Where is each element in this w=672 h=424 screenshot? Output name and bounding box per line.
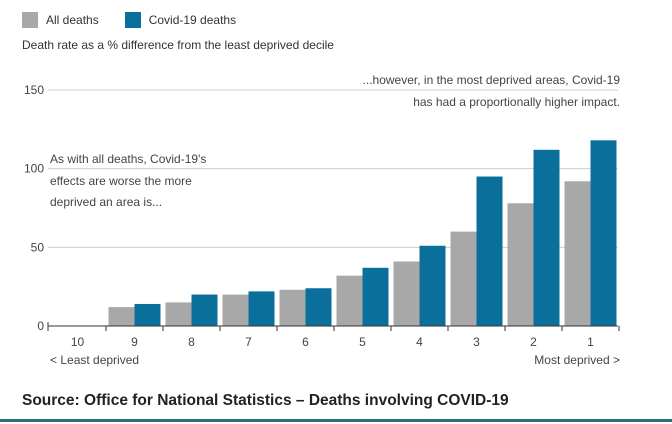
- x-tick-label: 4: [416, 335, 423, 349]
- covid-bar: [134, 303, 161, 326]
- covid-bar: [248, 291, 275, 326]
- annotation-right-line: ...however, in the most deprived areas, …: [363, 73, 621, 87]
- y-tick-label: 0: [37, 319, 44, 333]
- legend-item-all-deaths: All deaths: [22, 12, 99, 28]
- x-tick-label: 7: [245, 335, 252, 349]
- covid-swatch: [124, 12, 141, 28]
- x-tick-label: 6: [302, 335, 309, 349]
- x-tick-label: 2: [530, 335, 537, 349]
- all-deaths-bar: [450, 231, 477, 326]
- all-deaths-bar: [108, 307, 135, 326]
- all-deaths-bar: [165, 302, 192, 326]
- legend-item-covid: Covid-19 deaths: [124, 12, 237, 28]
- covid-bar: [476, 176, 503, 326]
- y-tick-label: 150: [24, 83, 44, 97]
- y-tick-label: 100: [24, 162, 44, 176]
- x-tick-label: 9: [131, 335, 138, 349]
- x-tick-label: 3: [473, 335, 480, 349]
- x-tick-label: 1: [587, 335, 594, 349]
- bottom-rule: [0, 419, 672, 422]
- bar-chart: 0 50 100 150 As with all deaths, Covid-19's e…: [24, 73, 621, 367]
- least-deprived-label: < Least deprived: [50, 353, 139, 367]
- all-deaths-bar: [222, 294, 249, 326]
- covid-legend-label: Covid-19 deaths: [148, 13, 237, 27]
- annotation-left-line: effects are worse the more: [50, 174, 192, 188]
- all-deaths-bar: [564, 181, 591, 326]
- covid-bar: [590, 140, 617, 326]
- covid-bar: [305, 288, 332, 326]
- annotation-left-line: deprived an area is...: [50, 195, 162, 209]
- all-deaths-legend-label: All deaths: [46, 13, 99, 27]
- all-deaths-swatch: [22, 12, 38, 28]
- y-tick-label: 50: [31, 240, 45, 254]
- x-tick-label: 10: [71, 335, 85, 349]
- covid-bar: [419, 245, 446, 326]
- annotation-left-line: As with all deaths, Covid-19's: [50, 152, 206, 166]
- all-deaths-bar: [279, 289, 306, 326]
- chart-subtitle: Death rate as a % difference from the le…: [22, 38, 334, 52]
- x-tick-label: 5: [359, 335, 366, 349]
- covid-bar: [533, 149, 560, 326]
- all-deaths-bar: [393, 261, 420, 326]
- most-deprived-label: Most deprived >: [534, 353, 620, 367]
- covid-bar: [191, 294, 218, 326]
- source-note: Source: Office for National Statistics –…: [22, 392, 509, 409]
- all-deaths-bar: [507, 203, 534, 326]
- all-deaths-bar: [336, 275, 363, 326]
- legend: All deaths Covid-19 deaths: [22, 12, 262, 28]
- covid-bar: [362, 267, 389, 326]
- annotation-right-line: has had a proportionally higher impact.: [413, 95, 620, 109]
- x-tick-label: 8: [188, 335, 195, 349]
